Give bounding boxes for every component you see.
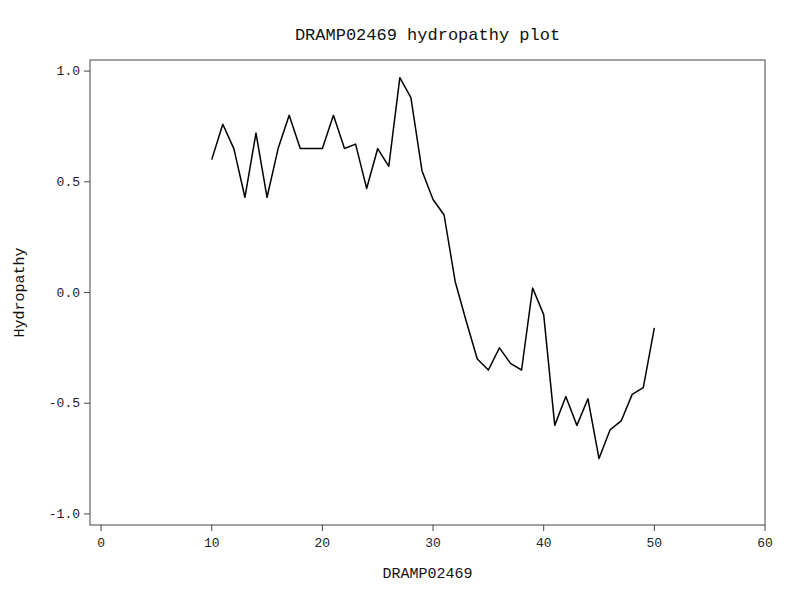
axes: 0 10 20 30 40 50 60 -1.0 -0.5 0.0 0.5 1.0 (49, 64, 773, 551)
y-tick-label: -1.0 (49, 507, 80, 522)
x-tick (101, 525, 102, 531)
x-tick (654, 525, 655, 531)
x-tick-label: 30 (425, 536, 441, 551)
y-tick (84, 181, 90, 182)
x-tick (765, 525, 766, 531)
y-tick (84, 292, 90, 293)
x-tick-label: 20 (315, 536, 331, 551)
y-tick (84, 71, 90, 72)
x-tick-label: 0 (97, 536, 105, 551)
y-tick-label: -0.5 (49, 396, 80, 411)
y-tick-label: 0.0 (57, 286, 80, 301)
x-tick-label: 50 (647, 536, 663, 551)
x-tick (211, 525, 212, 531)
x-tick-label: 40 (536, 536, 552, 551)
x-tick (543, 525, 544, 531)
data-line (212, 78, 655, 459)
y-tick (84, 513, 90, 514)
y-tick-label: 0.5 (57, 175, 80, 190)
x-tick (433, 525, 434, 531)
chart-container: 0 10 20 30 40 50 60 -1.0 -0.5 0.0 0.5 1.0 DRAMP02469… (0, 0, 800, 600)
x-tick (322, 525, 323, 531)
plot-frame (90, 60, 765, 525)
x-tick-label: 10 (204, 536, 220, 551)
y-tick (84, 403, 90, 404)
x-axis-label: DRAMP02469 (382, 566, 472, 583)
plot-background (90, 60, 765, 525)
chart-svg: 0 10 20 30 40 50 60 -1.0 -0.5 0.0 0.5 1.0 DRAMP02469… (0, 0, 800, 600)
data-layer (212, 78, 655, 459)
x-tick-label: 60 (757, 536, 773, 551)
y-tick-label: 1.0 (57, 64, 80, 79)
chart-title: DRAMP02469 hydropathy plot (295, 26, 560, 45)
y-axis-label: Hydropathy (12, 247, 29, 337)
